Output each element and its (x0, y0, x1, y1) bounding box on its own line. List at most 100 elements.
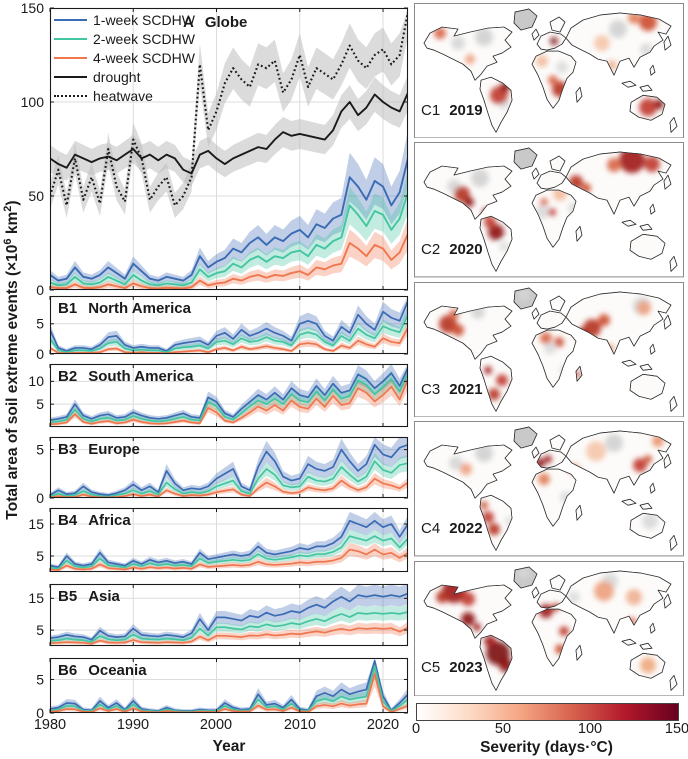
map-c4-label: C4 2022 (421, 520, 483, 537)
panel-A-canvas: 0 50 100 150 (21, 0, 409, 298)
map-c2-tag: C2 (421, 241, 441, 258)
uncertainty-band-2-week-SCDHW (50, 604, 408, 644)
series-line-4-week-SCDHW (50, 378, 408, 426)
uncertainty-band-4-week-SCDHW (50, 472, 408, 498)
x-tick-1980: 1980 (33, 717, 67, 733)
panel-B3-canvas: 05 (36, 436, 409, 506)
series-line-2-week-SCDHW (50, 460, 408, 498)
legend-item-4week: 4-week SCDHW (54, 48, 195, 67)
map-C5-canvas (414, 560, 684, 696)
map-c1-label: C1 2019 (421, 102, 483, 119)
legend-label-1week: 1-week SCDHW (93, 11, 195, 28)
panel-b4-label: B4 Africa (58, 512, 131, 529)
panel-b5-label: B5 Asia (58, 588, 120, 605)
colorbar-tick-0: 0 (411, 721, 421, 737)
uncertainty-band-1-week-SCDHW (50, 658, 408, 713)
colorbar-tick-50: 50 (494, 721, 512, 737)
axis-frame (49, 657, 409, 714)
panel-b4-title: Africa (88, 512, 131, 529)
y-axis-title-sup1: 6 (2, 238, 14, 245)
y-tick-label: 0 (36, 282, 44, 298)
gridlines (50, 437, 408, 498)
legend-label-drought: drought (93, 68, 141, 85)
panel-b6-label: B6 Oceania (58, 662, 147, 679)
panel-b6-tag: B6 (58, 662, 78, 679)
panel-b5-tag: B5 (58, 588, 78, 605)
map-frame (414, 281, 684, 418)
y-tick-label: 5 (36, 622, 44, 638)
map-coastlines (423, 8, 678, 133)
legend-item-2week: 2-week SCDHW (54, 29, 195, 48)
series-line-heatwave (50, 11, 408, 207)
x-tick-2010: 2010 (283, 717, 317, 733)
series-line-4-week-SCDHW (50, 673, 408, 713)
series-line-1-week-SCDHW (50, 443, 408, 496)
y-tick-label: 5 (36, 316, 44, 332)
map-c5-label: C5 2023 (421, 659, 483, 676)
panel-b4-tag: B4 (58, 512, 78, 529)
uncertainty-band-1-week-SCDHW (50, 296, 408, 354)
map-frame (414, 421, 684, 557)
legend: 1-week SCDHW 2-week SCDHW 4-week SCDHW d… (54, 10, 195, 105)
uncertainty-band-4-week-SCDHW (50, 543, 408, 572)
gridlines (50, 658, 408, 713)
panel-b2-tag: B2 (58, 368, 78, 385)
map-c4-tag: C4 (421, 520, 441, 537)
axis-frame (49, 436, 409, 499)
series-line-4-week-SCDHW (50, 233, 408, 290)
series-line-2-week-SCDHW (50, 191, 408, 287)
legend-swatch-heatwave (54, 94, 87, 97)
y-tick-label: 100 (21, 94, 45, 110)
y-tick-label: 0 (36, 346, 44, 362)
panel-b1-tag: B1 (58, 300, 78, 317)
map-c2-label: C2 2020 (421, 241, 483, 258)
panel-B6-series (50, 658, 408, 713)
panel-b1-title: North America (88, 300, 191, 317)
legend-swatch-4week (54, 56, 87, 59)
series-line-2-week-SCDHW (50, 372, 408, 424)
panel-B4-canvas: 5 15 (28, 507, 409, 573)
map-c3-year: 2021 (449, 381, 483, 398)
y-tick-label: 0 (36, 490, 44, 506)
panel-B2-series (50, 364, 408, 426)
map-c5-tag: C5 (421, 659, 441, 676)
map-coastlines (423, 287, 678, 412)
y-axis-title-sup2: 2 (2, 205, 14, 212)
panel-B1-series (50, 296, 408, 354)
legend-swatch-1week (54, 18, 87, 21)
legend-item-heatwave: heatwave (54, 86, 195, 105)
map-frame (414, 560, 684, 696)
y-tick-label: 10 (28, 373, 44, 389)
legend-label-heatwave: heatwave (93, 87, 153, 104)
map-c4-year: 2022 (449, 520, 483, 537)
series-line-1-week-SCDHW (50, 300, 408, 352)
series-line-2-week-SCDHW (50, 314, 408, 354)
series-line-2-week-SCDHW (50, 665, 408, 713)
series-line-4-week-SCDHW (50, 548, 408, 571)
map-C3-canvas (414, 281, 684, 418)
series-line-drought (50, 92, 408, 175)
panel-b3-tag: B3 (58, 441, 78, 458)
legend-label-4week: 4-week SCDHW (93, 49, 195, 66)
axis-frame (49, 583, 409, 647)
map-frame (414, 3, 684, 139)
y-axis-title: Total area of soil extreme events (×106 … (2, 0, 22, 720)
panel-A-series (50, 8, 408, 290)
panel-B2-canvas: 510 (28, 363, 409, 428)
colorbar-tick-100: 100 (577, 721, 603, 737)
x-tick-2000: 2000 (199, 717, 233, 733)
y-tick-label: 0 (36, 705, 44, 721)
y-tick-label: 5 (36, 396, 44, 412)
y-axis-title-part2: km (4, 211, 22, 239)
uncertainty-band-4-week-SCDHW (50, 217, 408, 290)
panel-B6-canvas: 05 (36, 657, 409, 721)
panel-B4-series (50, 511, 408, 572)
legend-swatch-2week (54, 37, 87, 40)
panel-b6-title: Oceania (88, 662, 147, 679)
map-coastlines (423, 426, 678, 551)
map-c3-label: C3 2021 (421, 381, 483, 398)
series-line-1-week-SCDHW (50, 367, 408, 421)
map-coastlines (423, 148, 678, 273)
series-line-1-week-SCDHW (50, 519, 408, 569)
